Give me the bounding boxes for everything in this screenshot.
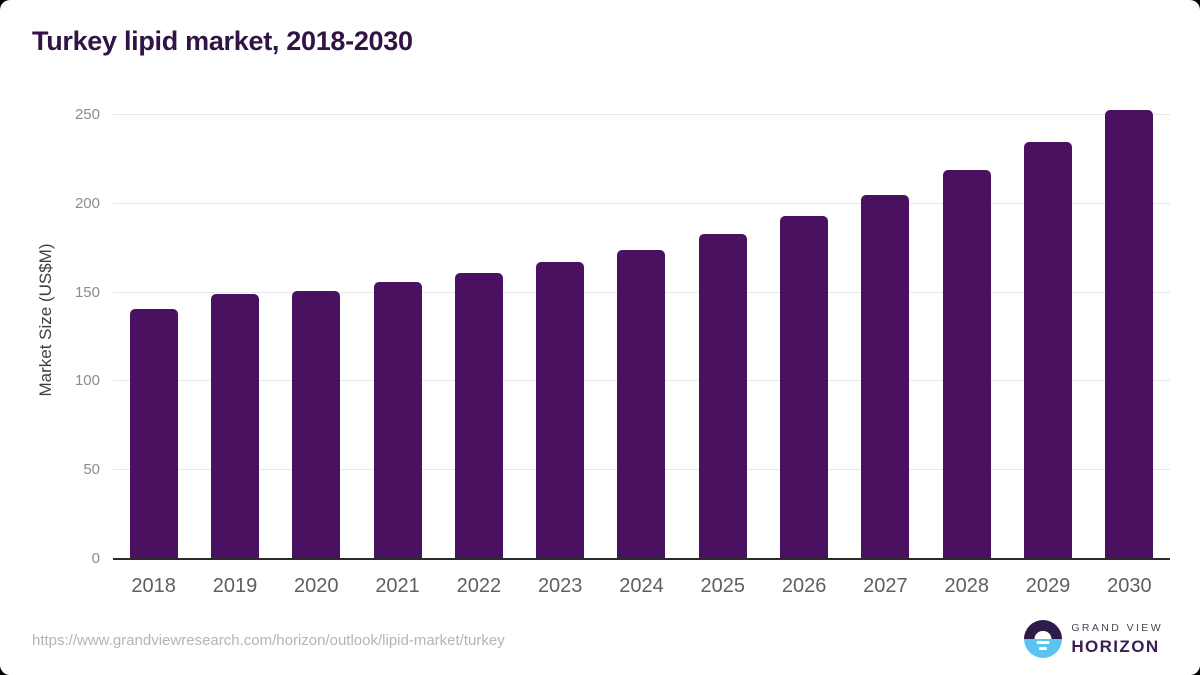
y-tick-0: 0 [91,550,100,567]
x-tick-2026: 2026 [781,575,827,597]
plot-area [113,109,1170,560]
bar-slot-2026 [763,115,844,559]
bar-series [113,109,1170,559]
bar-2019 [210,294,259,559]
logo-text-grand-view: GRAND VIEW [1071,621,1163,634]
bar-slot-2024 [601,115,682,559]
x-tick-2027: 2027 [863,575,908,597]
x-tick-2025: 2025 [700,575,746,597]
x-tick-2030: 2030 [1107,575,1152,597]
bar-slot-2027 [845,115,926,559]
bar-slot-2018 [113,115,194,559]
logo-text: GRAND VIEW HORIZON [1071,622,1163,657]
bar-slot-2029 [1007,115,1088,559]
bar-slot-2028 [926,115,1007,559]
x-tick-2023: 2023 [537,575,583,597]
sun-icon [1034,631,1052,639]
horizon-sun-logo-icon [1024,620,1063,658]
x-tick-2028: 2028 [944,575,989,597]
bar-2026 [780,216,829,559]
grand-view-horizon-logo: GRAND VIEW HORIZON [1024,620,1163,658]
logo-text-horizon: HORIZON [1071,636,1160,656]
bar-slot-2020 [276,115,357,559]
x-tick-2022: 2022 [456,575,502,597]
gridline-200 [113,202,1170,204]
x-axis-tick-labels: 2018 2019 2020 2021 2022 2023 2024 2025 2026 2027… [113,575,1170,598]
y-tick-250: 250 [74,106,100,123]
sun-reflection-line [1039,646,1048,650]
x-tick-2020: 2020 [294,575,339,597]
bar-2025 [698,234,747,559]
bar-2023 [536,262,585,559]
bar-2028 [942,170,991,559]
bar-slot-2021 [357,115,438,559]
bar-slot-2025 [682,115,763,559]
bar-slot-2023 [520,115,601,559]
bar-slot-2030 [1089,109,1170,559]
x-tick-2019: 2019 [212,575,258,597]
bar-2021 [373,281,422,559]
bar-slot-2019 [194,115,275,559]
x-axis-baseline [113,558,1170,560]
bar-2024 [617,249,666,559]
chart-title: Turkey lipid market, 2018-2030 [32,26,413,56]
y-axis-tick-labels: 0 50 100 150 200 250 [0,106,100,567]
y-tick-150: 150 [74,283,100,301]
x-tick-2029: 2029 [1025,575,1071,597]
y-tick-200: 200 [74,194,100,212]
sun-reflection-line [1036,641,1050,645]
x-tick-2018: 2018 [131,575,176,597]
bar-2029 [1024,141,1073,559]
y-tick-50: 50 [83,461,100,479]
bar-2018 [129,308,178,559]
x-tick-2021: 2021 [375,575,420,597]
bar-2027 [861,194,910,559]
bar-slot-2022 [438,115,519,559]
source-url: https://www.grandviewresearch.com/horizo… [32,632,505,649]
bar-2020 [292,290,341,559]
gridline-250 [113,114,1170,115]
y-tick-100: 100 [74,372,100,390]
bar-2022 [454,273,503,559]
x-tick-2024: 2024 [619,575,664,597]
bar-2030 [1105,109,1154,559]
